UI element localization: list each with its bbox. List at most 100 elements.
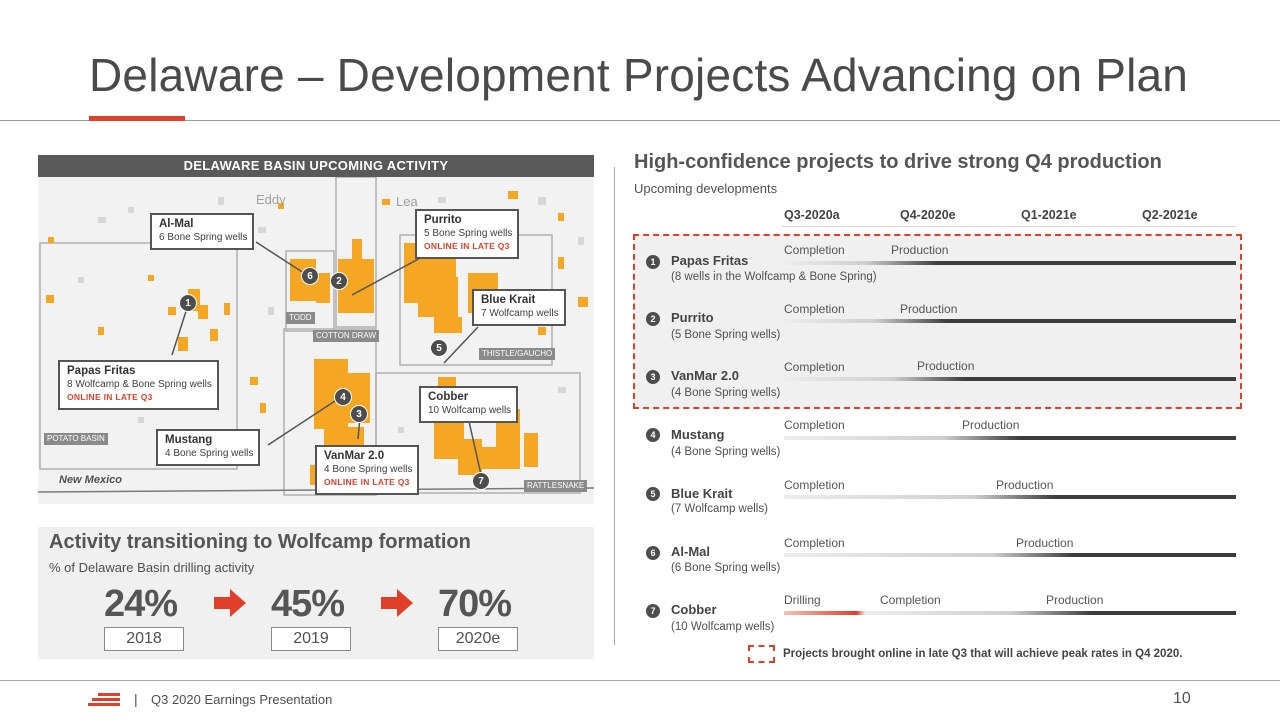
callout-detail: 4 Bone Spring wells bbox=[165, 448, 254, 459]
quarter-header: Q2-2021e bbox=[1142, 208, 1198, 222]
project-detail: (10 Wolfcamp wells) bbox=[671, 621, 775, 633]
quarter-header: Q1-2021e bbox=[1021, 208, 1077, 222]
project-number: 7 bbox=[646, 604, 660, 618]
callout-detail: 4 Bone Spring wells bbox=[324, 464, 413, 475]
stat-year-2018: 2018 bbox=[104, 627, 184, 651]
phase-label: Completion bbox=[784, 536, 845, 550]
project-number: 6 bbox=[646, 546, 660, 560]
phase-label: Production bbox=[900, 302, 958, 316]
callout-name: Papas Fritas bbox=[67, 365, 136, 377]
legend-dashed-box-icon bbox=[748, 645, 775, 663]
quarter-rule bbox=[782, 226, 1236, 227]
timeline-bar bbox=[784, 553, 1236, 557]
timeline-bar bbox=[784, 261, 1236, 265]
map-marker-2: 2 bbox=[330, 272, 348, 290]
timeline-bar bbox=[784, 495, 1236, 499]
project-name: Papas Fritas bbox=[671, 253, 749, 268]
phase-label: Production bbox=[996, 478, 1054, 492]
footer-text: Q3 2020 Earnings Presentation bbox=[151, 692, 333, 707]
phase-label: Production bbox=[917, 359, 975, 373]
project-number: 4 bbox=[646, 428, 660, 442]
unit-label-todd: TODD bbox=[286, 312, 315, 324]
phase-label: Production bbox=[1016, 536, 1074, 550]
callout-name: Cobber bbox=[428, 391, 469, 403]
quarter-header: Q3-2020a bbox=[784, 208, 840, 222]
footer-separator: | bbox=[134, 691, 138, 707]
callout-mustang: Mustang 4 Bone Spring wells bbox=[156, 429, 261, 466]
project-name: VanMar 2.0 bbox=[671, 368, 739, 383]
map-marker-7: 7 bbox=[472, 472, 490, 490]
stat-value-2019: 45% bbox=[271, 583, 345, 625]
timeline-bar bbox=[784, 436, 1236, 440]
schedule-title: High-confidence projects to drive strong… bbox=[634, 151, 1162, 173]
callout-online-status: ONLINE IN LATE Q3 bbox=[324, 477, 410, 487]
wolfcamp-title: Activity transitioning to Wolfcamp forma… bbox=[49, 531, 471, 553]
arrow-right-icon bbox=[214, 589, 246, 617]
phase-label: Production bbox=[962, 418, 1020, 432]
callout-blue-krait: Blue Krait 7 Wolfcamp wells bbox=[472, 289, 566, 326]
callout-detail: 10 Wolfcamp wells bbox=[428, 405, 512, 416]
county-lea: Lea bbox=[396, 194, 418, 209]
project-detail: (4 Bone Spring wells) bbox=[671, 446, 781, 458]
project-number: 2 bbox=[646, 312, 660, 326]
stat-value-2018: 24% bbox=[104, 583, 178, 625]
callout-name: Mustang bbox=[165, 434, 213, 446]
callout-detail: 8 Wolfcamp & Bone Spring wells bbox=[67, 379, 212, 390]
company-logo-icon bbox=[88, 693, 120, 706]
phase-label: Completion bbox=[784, 418, 845, 432]
map-marker-5: 5 bbox=[430, 339, 448, 357]
unit-label-cotton-draw: COTTON DRAW bbox=[313, 330, 379, 342]
timeline-bar bbox=[784, 611, 1236, 615]
page-title: Delaware – Development Projects Advancin… bbox=[89, 49, 1189, 101]
map-marker-4: 4 bbox=[334, 388, 352, 406]
quarter-header: Q4-2020e bbox=[900, 208, 956, 222]
project-detail: (6 Bone Spring wells) bbox=[671, 562, 781, 574]
callout-name: Purrito bbox=[424, 214, 462, 226]
callout-name: Al-Mal bbox=[159, 218, 194, 230]
wolfcamp-subtitle: % of Delaware Basin drilling activity bbox=[49, 560, 255, 575]
project-detail: (5 Bone Spring wells) bbox=[671, 329, 781, 341]
unit-label-potato-basin: POTATO BASIN bbox=[44, 433, 108, 445]
unit-label-thistle-gaucho: THISTLE/GAUCHO bbox=[479, 348, 556, 360]
phase-label: Completion bbox=[784, 243, 845, 257]
callout-detail: 5 Bone Spring wells bbox=[424, 228, 513, 239]
callout-online-status: ONLINE IN LATE Q3 bbox=[424, 241, 510, 251]
map-acreage bbox=[38, 177, 594, 496]
project-name: Mustang bbox=[671, 427, 725, 442]
map-marker-3: 3 bbox=[350, 405, 368, 423]
unit-label-rattlesnake: RATTLESNAKE bbox=[524, 480, 588, 492]
callout-name: VanMar 2.0 bbox=[324, 450, 385, 462]
title-divider bbox=[0, 120, 1280, 121]
arrow-right-icon bbox=[381, 589, 413, 617]
callout-detail: 7 Wolfcamp wells bbox=[481, 308, 559, 319]
state-label: New Mexico bbox=[59, 474, 122, 486]
vertical-divider bbox=[614, 167, 615, 645]
map-marker-1: 1 bbox=[179, 294, 197, 312]
callout-papas-fritas: Papas Fritas 8 Wolfcamp & Bone Spring we… bbox=[58, 360, 219, 410]
footer-divider bbox=[0, 680, 1280, 681]
legend-text: Projects brought online in late Q3 that … bbox=[783, 648, 1183, 660]
callout-purrito: Purrito 5 Bone Spring wells ONLINE IN LA… bbox=[415, 209, 520, 259]
title-accent-bar bbox=[89, 116, 185, 121]
timeline-bar bbox=[784, 319, 1236, 323]
callout-name: Blue Krait bbox=[481, 294, 536, 306]
schedule-subtitle: Upcoming developments bbox=[634, 181, 778, 196]
project-name: Blue Krait bbox=[671, 486, 733, 501]
project-detail: (8 wells in the Wolfcamp & Bone Spring) bbox=[671, 271, 877, 283]
map-header: DELAWARE BASIN UPCOMING ACTIVITY bbox=[38, 155, 594, 177]
phase-label: Production bbox=[1046, 593, 1104, 607]
wolfcamp-panel: Activity transitioning to Wolfcamp forma… bbox=[38, 527, 594, 659]
phase-label: Production bbox=[891, 243, 949, 257]
callout-vanmar: VanMar 2.0 4 Bone Spring wells ONLINE IN… bbox=[315, 445, 420, 495]
stat-year-2019: 2019 bbox=[271, 627, 351, 651]
project-name: Al-Mal bbox=[671, 544, 710, 559]
phase-label: Drilling bbox=[784, 593, 821, 607]
project-number: 5 bbox=[646, 487, 660, 501]
stat-value-2020e: 70% bbox=[438, 583, 512, 625]
phase-label: Completion bbox=[784, 478, 845, 492]
project-name: Cobber bbox=[671, 602, 717, 617]
stat-year-2020e: 2020e bbox=[438, 627, 518, 651]
delaware-basin-map: DELAWARE BASIN UPCOMING ACTIVITY bbox=[38, 155, 594, 504]
phase-label: Completion bbox=[784, 302, 845, 316]
phase-label: Completion bbox=[784, 360, 845, 374]
